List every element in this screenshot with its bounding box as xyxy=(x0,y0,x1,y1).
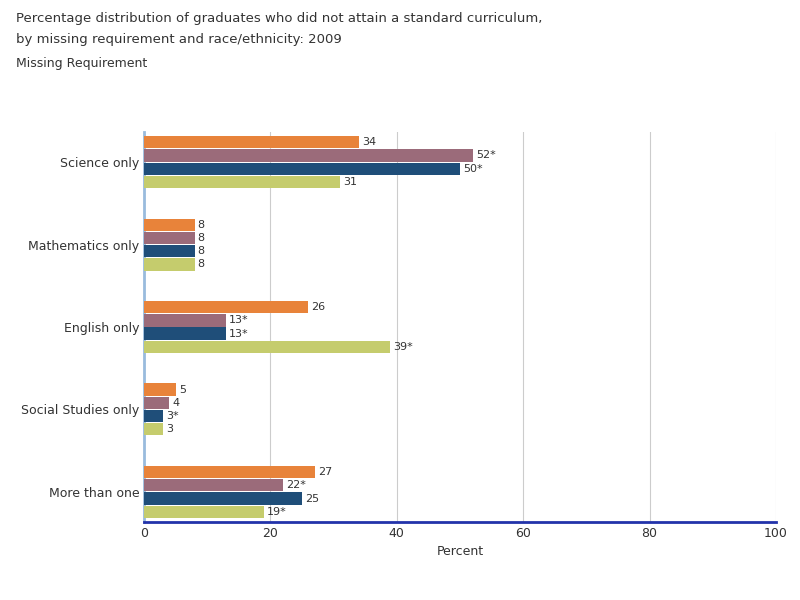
Text: 8: 8 xyxy=(198,220,205,230)
Text: 13*: 13* xyxy=(230,329,249,338)
Legend: White, Black, Hispanic, Asian/Pacific Islander: White, Black, Hispanic, Asian/Pacific Is… xyxy=(55,598,474,600)
Text: 3: 3 xyxy=(166,424,173,434)
Bar xyxy=(144,383,176,396)
Text: 3*: 3* xyxy=(166,411,178,421)
Bar xyxy=(144,301,308,313)
Text: 4: 4 xyxy=(173,398,179,408)
Text: 27: 27 xyxy=(318,467,332,477)
Bar xyxy=(144,218,194,231)
Text: 22*: 22* xyxy=(286,481,306,490)
Bar xyxy=(144,506,264,518)
Bar xyxy=(144,314,226,326)
Text: Percentage distribution of graduates who did not attain a standard curriculum,: Percentage distribution of graduates who… xyxy=(16,12,542,25)
Bar xyxy=(144,397,170,409)
Text: 13*: 13* xyxy=(230,316,249,325)
Bar xyxy=(144,479,283,491)
Text: by missing requirement and race/ethnicity: 2009: by missing requirement and race/ethnicit… xyxy=(16,33,342,46)
Text: 19*: 19* xyxy=(267,506,287,517)
Bar xyxy=(144,493,302,505)
Bar xyxy=(144,258,194,271)
Bar xyxy=(144,176,340,188)
Text: 52*: 52* xyxy=(476,151,495,160)
Bar xyxy=(144,466,314,478)
Text: 8: 8 xyxy=(198,259,205,269)
Bar xyxy=(144,136,359,148)
Text: 8: 8 xyxy=(198,233,205,243)
Bar xyxy=(144,232,194,244)
X-axis label: Percent: Percent xyxy=(437,545,483,559)
Text: 39*: 39* xyxy=(394,342,414,352)
Text: 50*: 50* xyxy=(463,164,482,173)
Text: 31: 31 xyxy=(343,177,357,187)
Text: 8: 8 xyxy=(198,246,205,256)
Text: 25: 25 xyxy=(305,494,319,503)
Bar xyxy=(144,410,163,422)
Text: 5: 5 xyxy=(178,385,186,395)
Text: Missing Requirement: Missing Requirement xyxy=(16,57,147,70)
Bar xyxy=(144,149,473,161)
Bar xyxy=(144,341,390,353)
Bar xyxy=(144,328,226,340)
Bar xyxy=(144,163,460,175)
Bar xyxy=(144,423,163,436)
Text: 34: 34 xyxy=(362,137,376,148)
Bar xyxy=(144,245,194,257)
Text: 26: 26 xyxy=(311,302,326,312)
